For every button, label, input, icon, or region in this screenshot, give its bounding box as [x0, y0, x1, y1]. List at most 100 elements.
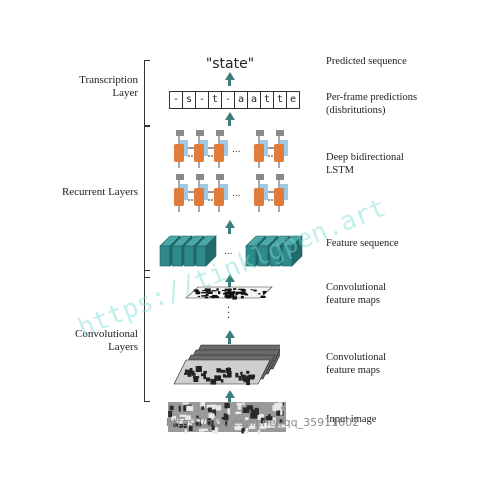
lstm-cell [174, 144, 184, 162]
lstm-cell [274, 144, 284, 162]
conv-map-small-speck [229, 291, 235, 295]
conv-map-stack-speck [191, 370, 195, 375]
input-image-texture [208, 413, 215, 420]
recurrent-layers-label: Recurrent Layers [61, 186, 138, 198]
feature-cube-front [171, 245, 183, 267]
lstm-top-node [176, 130, 184, 136]
conv-map-small-speck [231, 295, 238, 297]
conv-map-stack-speck [193, 376, 199, 382]
conv-map-stack-speck [195, 366, 202, 373]
arrow-up-2 [224, 112, 235, 120]
arrow-up-1 [224, 72, 235, 80]
conv-map-small-speck [260, 295, 266, 299]
conv-map-small-speck [204, 288, 207, 290]
input-image-texture [187, 420, 192, 427]
frame-cell: a [235, 92, 248, 108]
lstm-cell [174, 188, 184, 206]
conv-map-stack-speck [240, 371, 243, 375]
conv-map-small-speck [240, 291, 246, 295]
input-image-texture [224, 402, 230, 409]
input-image-texture [184, 415, 191, 420]
lstm-top-node [216, 130, 224, 136]
frame-cell: e [289, 94, 297, 105]
input-image-texture [182, 402, 189, 405]
lstm-top-node [176, 174, 184, 180]
input-image-texture [257, 414, 264, 420]
input-image-label: Input image [326, 414, 377, 425]
input-image-texture [276, 410, 284, 416]
lstm-top-node [196, 174, 204, 180]
input-image-texture [206, 404, 213, 408]
input-image-texture [268, 421, 276, 428]
input-image-texture [211, 404, 217, 408]
input-image [168, 402, 286, 434]
input-image-texture [246, 405, 254, 410]
input-image-texture [242, 407, 250, 414]
input-image-texture [278, 402, 283, 407]
arrow-stem-4 [228, 280, 231, 288]
lstm-cell [254, 144, 264, 162]
conv-map-stack-speck [225, 368, 232, 373]
input-image-texture [179, 423, 187, 428]
input-image-texture [272, 405, 279, 411]
conv-map-stack-speck [184, 369, 188, 373]
transcription-brace [144, 60, 150, 126]
predicted-text: "state" [205, 56, 255, 72]
input-image-texture [212, 408, 217, 416]
conv-map-small-speck [225, 292, 232, 295]
conv-map-small-speck [258, 293, 261, 295]
input-image-texture [197, 419, 201, 422]
input-image-texture [260, 417, 265, 424]
input-image-texture [200, 402, 206, 408]
input-image-texture [234, 423, 243, 431]
arrow-stem-3 [228, 226, 231, 234]
input-image-texture [195, 422, 202, 427]
input-image-texture [257, 429, 261, 434]
conv-map-small-speck [225, 296, 232, 299]
conv-map-small-speck [216, 288, 219, 291]
conv-map-small-speck [211, 290, 217, 292]
conv-map-small-speck [205, 288, 211, 292]
conv-map-small-speck [200, 291, 207, 294]
input-image-texture [281, 402, 284, 406]
conv-map-stack-speck [191, 372, 196, 376]
conv-map-small-speck [225, 294, 229, 298]
conv-map-stack-speck [251, 374, 255, 378]
frame-cell: - [170, 92, 183, 108]
feature-cube-side [205, 235, 217, 267]
arrow-up-5 [224, 330, 235, 338]
frame-cell: t [209, 92, 222, 108]
conv-feature-maps-label-2: Convolutional feature maps [326, 352, 387, 376]
feature-cube-front [159, 245, 171, 267]
input-image-texture [179, 414, 187, 418]
feature-sequence-diagram: ... [159, 235, 303, 267]
conv-map-small-speck [236, 291, 242, 294]
lstm-ellipsis: ... [232, 189, 241, 199]
conv-map-small-speck [228, 294, 234, 298]
conv-map-stack-speck [216, 369, 223, 373]
input-image-texture [241, 428, 244, 434]
conv-map-small-speck [201, 295, 207, 297]
input-image-texture [196, 415, 199, 419]
convolutional-brace [144, 270, 150, 402]
input-image-texture [201, 428, 208, 432]
conv-map-stack-speck [221, 369, 226, 373]
footer-watermark: https://blog.csdn.net/qq_35911602 [166, 416, 360, 429]
lstm-cell [254, 188, 264, 206]
conv-map-stack-speck [214, 375, 222, 381]
lstm-top-node [256, 174, 264, 180]
feature-cube-side [291, 235, 303, 267]
conv-map-stack-speck [243, 376, 249, 383]
lstm-top-node [276, 130, 284, 136]
conv-map-small-speck [209, 295, 214, 298]
conv-map-stack-speck [203, 374, 207, 380]
lstm-diagram: ...... [174, 130, 288, 212]
input-image-texture [207, 407, 212, 413]
frame-cell: t [274, 92, 287, 108]
input-image-texture [223, 413, 229, 421]
conv-map-small-speck [253, 289, 257, 292]
lstm-cell [214, 144, 224, 162]
feature-sequence-label: Feature sequence [326, 238, 399, 249]
conv-map-stack-speck [222, 373, 226, 378]
